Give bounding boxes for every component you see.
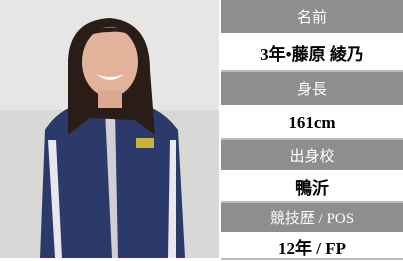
row-value: 3年•藤原 綾乃 <box>221 35 403 72</box>
profile-card: 名前3年•藤原 綾乃身長161cm出身校鴨沂競技歴 / POS12年 / FP … <box>0 0 403 261</box>
row-label: 名前 <box>221 0 403 35</box>
photo <box>0 0 219 258</box>
row-label: 身長 <box>221 72 403 107</box>
row-value: 鴨沂 <box>221 172 403 203</box>
row-value: 161cm <box>221 107 403 140</box>
row-value: 12年 / FP <box>221 234 403 260</box>
row-label: 競技歴 / POS <box>221 203 403 234</box>
row-label: 出身校 <box>221 140 403 172</box>
